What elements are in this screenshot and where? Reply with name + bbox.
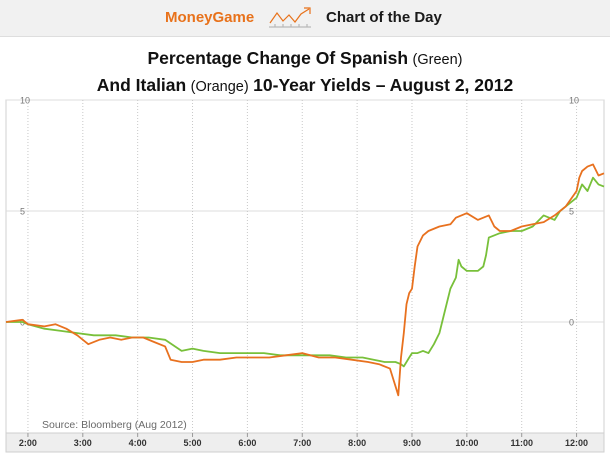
y-tick-label-right: 0 — [569, 318, 574, 328]
chart-title-main: Percentage Change Of Spanish — [147, 48, 409, 68]
x-tick-label: 6:00 — [238, 438, 256, 448]
plot-area — [5, 99, 605, 434]
x-tick-label: 8:00 — [348, 438, 366, 448]
chart-title-note-green: (Green) — [412, 52, 463, 68]
x-tick-label: 11:00 — [510, 438, 533, 448]
x-axis-band — [5, 432, 605, 453]
x-tick-label: 4:00 — [129, 438, 147, 448]
x-tick-label: 2:00 — [19, 438, 37, 448]
source-note: Source: Bloomberg (Aug 2012) — [42, 419, 187, 431]
chart-title-line-1: Percentage Change Of Spanish (Green) — [0, 48, 610, 69]
chart-title-part-b: 10-Year Yields – August 2, 2012 — [253, 75, 514, 95]
x-tick-label: 5:00 — [184, 438, 202, 448]
chart-title-line-2: And Italian (Orange) 10-Year Yields – Au… — [0, 75, 610, 96]
x-tick-label: 9:00 — [403, 438, 421, 448]
x-tick-label: 10:00 — [455, 438, 478, 448]
x-tick-label: 3:00 — [74, 438, 92, 448]
brand-name[interactable]: MoneyGame — [165, 9, 255, 26]
chart-title-part-a: And Italian — [96, 75, 187, 95]
italy-yield-line — [5, 163, 605, 397]
x-tick-label: 12:00 — [565, 438, 588, 448]
rising-trend-chart-icon — [269, 7, 311, 28]
y-tick-label-left: 5 — [20, 207, 25, 217]
brand-header: MoneyGame Chart of the Day — [0, 0, 610, 37]
chart-title-note-orange: (Orange) — [190, 79, 249, 95]
x-tick-label: 7:00 — [293, 438, 311, 448]
y-tick-label-right: 5 — [569, 207, 574, 217]
spain-yield-line — [6, 176, 605, 368]
y-tick-label-right: 10 — [569, 96, 579, 106]
section-title: Chart of the Day — [326, 9, 442, 26]
y-tick-label-left: 10 — [20, 96, 30, 106]
